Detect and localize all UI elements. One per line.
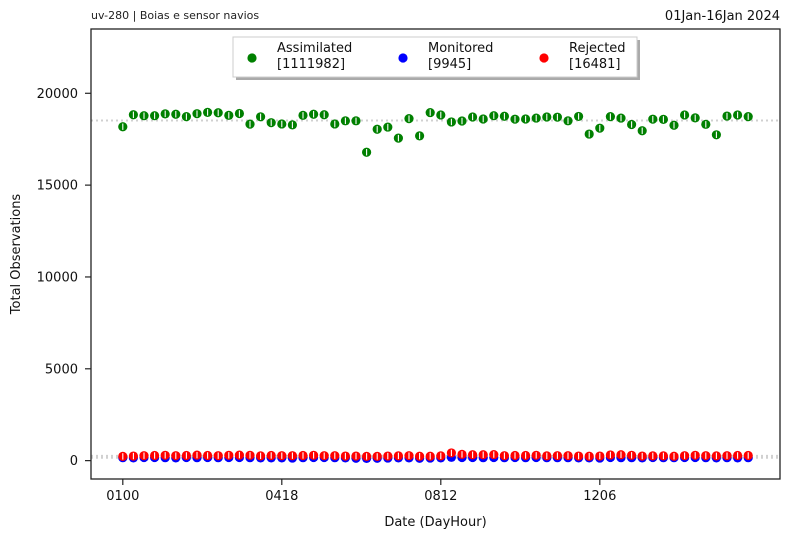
legend-marker-monitored bbox=[398, 53, 408, 63]
y-tick-label: 5000 bbox=[45, 362, 78, 377]
legend-box bbox=[232, 36, 638, 78]
legend-marker-assimilated bbox=[247, 53, 257, 63]
y-tick-label: 0 bbox=[70, 454, 78, 469]
x-tick-label: 0418 bbox=[265, 489, 298, 504]
x-tick-label: 0100 bbox=[106, 489, 139, 504]
y-tick-label: 10000 bbox=[37, 270, 78, 285]
legend-label-monitored: Monitored bbox=[428, 41, 493, 56]
legend-label-assimilated: Assimilated bbox=[277, 41, 352, 56]
chart-header-right: 01Jan-16Jan 2024 bbox=[664, 9, 780, 24]
y-axis-title: Total Observations bbox=[9, 194, 24, 316]
legend-marker-rejected bbox=[539, 53, 549, 63]
plot-frame bbox=[90, 28, 781, 480]
legend-count-assimilated: [1111982] bbox=[277, 57, 345, 72]
x-axis-title: Date (DayHour) bbox=[384, 515, 486, 530]
y-tick-label: 20000 bbox=[37, 87, 78, 102]
legend-count-monitored: [9945] bbox=[428, 57, 471, 72]
legend-label-rejected: Rejected bbox=[569, 41, 626, 56]
y-tick-label: 15000 bbox=[37, 179, 78, 194]
legend-count-rejected: [16481] bbox=[569, 57, 621, 72]
chart-header-left: uv-280 | Boias e sensor navios bbox=[91, 9, 260, 22]
x-tick-label: 0812 bbox=[424, 489, 457, 504]
x-tick-label: 1206 bbox=[583, 489, 616, 504]
